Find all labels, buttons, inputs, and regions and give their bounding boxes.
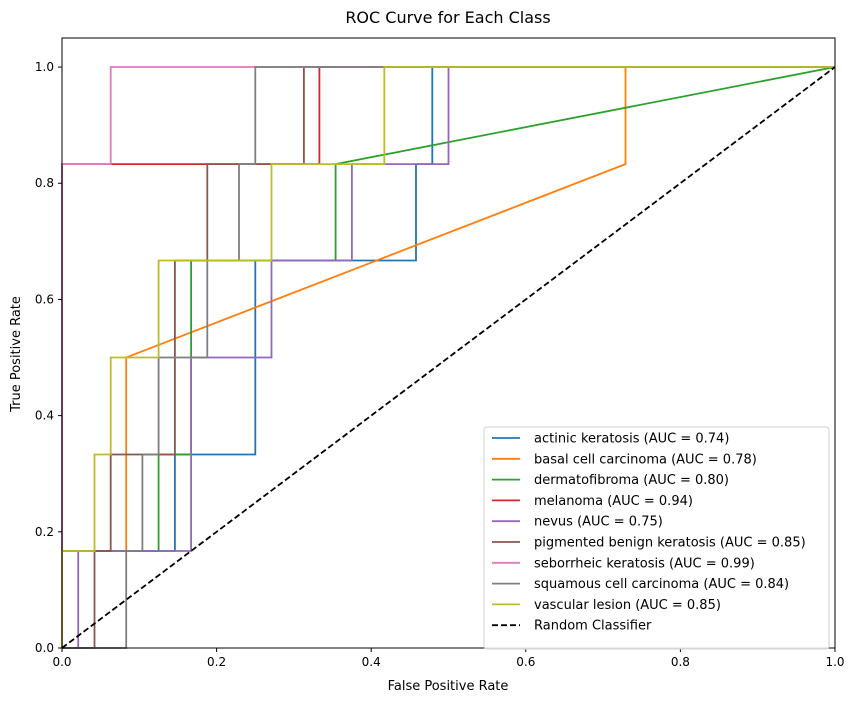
x-axis: 0.0 0.2 0.4 0.6 0.8 1.0	[52, 648, 845, 669]
series-line-10	[61, 66, 836, 649]
x-tick-label: 0.6	[516, 655, 535, 669]
legend-label-1: actinic keratosis (AUC = 0.74)	[534, 432, 729, 447]
x-tick-label: 0.0	[52, 655, 71, 669]
y-tick-label: 0.8	[35, 176, 54, 190]
x-tick-label: 0.2	[207, 655, 226, 669]
y-axis: 0.0 0.2 0.4 0.6 0.8 1.0	[35, 60, 62, 655]
x-tick-label: 1.0	[825, 655, 844, 669]
y-tick-label: 0.0	[35, 641, 54, 655]
series-line-9	[61, 66, 835, 648]
legend-label-2: basal cell carcinoma (AUC = 0.78)	[534, 452, 757, 467]
chart-title: ROC Curve for Each Class	[345, 8, 550, 27]
y-tick-label: 0.4	[35, 409, 54, 423]
series-line-8	[62, 66, 835, 649]
y-axis-label: True Positive Rate	[9, 296, 24, 413]
y-tick-label: 0.6	[35, 292, 54, 306]
legend-label-3: dermatofibroma (AUC = 0.80)	[534, 473, 729, 488]
x-tick-label: 0.4	[362, 655, 381, 669]
legend: actinic keratosis (AUC = 0.74) basal cell…	[483, 426, 830, 650]
plot-area	[61, 37, 836, 649]
y-tick-label: 0.2	[35, 525, 54, 539]
legend-label-9: vascular lesion (AUC = 0.85)	[534, 598, 721, 613]
x-axis-label: False Positive Rate	[388, 679, 509, 694]
plot-frame	[61, 37, 836, 649]
legend-label-6: pigmented benign keratosis (AUC = 0.85)	[534, 536, 806, 551]
x-tick-label: 0.8	[671, 655, 690, 669]
legend-box	[483, 426, 830, 650]
legend-label-8: squamous cell carcinoma (AUC = 0.84)	[534, 577, 789, 592]
legend-label-7: seborrheic keratosis (AUC = 0.99)	[534, 556, 755, 571]
y-tick-label: 1.0	[35, 60, 54, 74]
series-line-5	[62, 66, 835, 649]
legend-label-4: melanoma (AUC = 0.94)	[534, 494, 693, 509]
legend-label-5: nevus (AUC = 0.75)	[534, 515, 663, 530]
legend-label-10: Random Classifier	[534, 619, 652, 634]
